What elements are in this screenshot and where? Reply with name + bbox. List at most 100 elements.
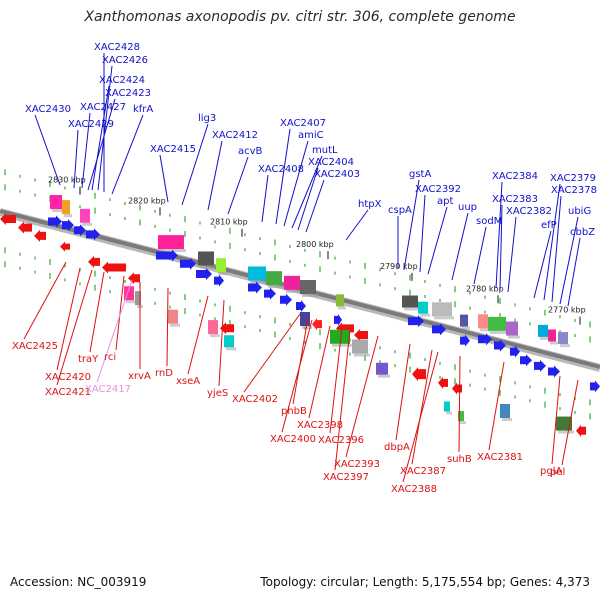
reverse-label-line bbox=[551, 375, 561, 465]
reverse-label-line bbox=[329, 327, 343, 434]
gene-block bbox=[432, 302, 454, 320]
forward-gene-label: XAC2383 bbox=[492, 194, 538, 205]
forward-gene-label: mutL bbox=[312, 145, 338, 156]
reverse-gene-arrow bbox=[88, 255, 100, 268]
gene-block bbox=[458, 411, 466, 425]
gene-block-face bbox=[208, 320, 218, 335]
reverse-gene-label: XAC2397 bbox=[323, 472, 369, 483]
forward-gene-label: XAC2403 bbox=[314, 169, 360, 180]
gene-block-shadow bbox=[558, 430, 574, 434]
reverse-gene-label: rci bbox=[104, 352, 116, 363]
gene-block bbox=[352, 339, 370, 357]
forward-label-line bbox=[87, 98, 116, 191]
reverse-label-line bbox=[292, 317, 309, 405]
forward-label-line bbox=[507, 216, 517, 293]
reverse-gene-label: XAC2398 bbox=[297, 420, 343, 431]
gene-block-shadow bbox=[560, 344, 570, 348]
reverse-label-line bbox=[395, 343, 411, 441]
forward-gene-label: apt bbox=[437, 196, 453, 207]
forward-gene-arrow bbox=[334, 313, 342, 326]
forward-gene-arrow bbox=[534, 359, 546, 372]
forward-gene-label: XAC2384 bbox=[492, 171, 538, 182]
forward-label-line bbox=[81, 112, 91, 189]
genome-title: Xanthomonas axonopodis pv. citri str. 30… bbox=[84, 9, 516, 25]
forward-label-line bbox=[181, 123, 209, 206]
reverse-label-line bbox=[334, 329, 351, 471]
accession-text: Accession: NC_003919 bbox=[10, 575, 147, 589]
forward-gene-arrow bbox=[180, 257, 196, 270]
reverse-gene-arrow bbox=[60, 241, 70, 252]
forward-gene-label: XAC2426 bbox=[102, 55, 148, 66]
forward-gene-label: XAC2412 bbox=[212, 130, 258, 141]
forward-label-line bbox=[427, 206, 448, 275]
scale-tick-label: 2830 kbp bbox=[48, 176, 86, 185]
gene-block-face bbox=[266, 271, 282, 286]
gene-block bbox=[284, 275, 302, 293]
gene-block-shadow bbox=[420, 313, 430, 317]
forward-gene-arrow bbox=[214, 274, 224, 287]
reverse-label-line bbox=[218, 299, 225, 387]
forward-label-line bbox=[73, 129, 79, 189]
gene-block-shadow bbox=[82, 222, 92, 226]
reverse-label-line bbox=[187, 295, 209, 375]
gene-block-face bbox=[224, 335, 234, 348]
reverse-label-line bbox=[308, 325, 331, 419]
forward-gene-label: lig3 bbox=[198, 113, 216, 124]
gene-block bbox=[62, 200, 72, 218]
gene-block bbox=[558, 332, 570, 348]
gene-block-face bbox=[488, 316, 506, 331]
reverse-label-line bbox=[402, 351, 439, 483]
gene-block-shadow bbox=[460, 421, 466, 425]
forward-gene-arrow bbox=[510, 345, 520, 358]
reverse-gene-label: XAC2400 bbox=[270, 434, 316, 445]
forward-gene-arrow bbox=[248, 281, 262, 294]
forward-label-line bbox=[275, 128, 291, 225]
forward-label-line bbox=[403, 179, 420, 271]
forward-gene-arrow bbox=[548, 365, 560, 378]
reverse-label-line bbox=[56, 267, 81, 371]
reverse-gene-label: XAC2388 bbox=[391, 484, 437, 495]
forward-gene-arrow bbox=[196, 267, 212, 280]
gene-block-face bbox=[538, 324, 548, 337]
forward-label-line bbox=[551, 195, 562, 303]
forward-gene-label: efP bbox=[541, 220, 557, 231]
reverse-label-line bbox=[166, 287, 169, 367]
reverse-gene-label: dbpA bbox=[384, 442, 410, 453]
gene-block-face bbox=[500, 404, 510, 418]
reverse-gene-arrow bbox=[354, 329, 368, 342]
forward-gene-arrow bbox=[520, 354, 532, 367]
forward-label-line bbox=[419, 194, 426, 273]
gene-block-face bbox=[556, 416, 572, 431]
reverse-gene-arrow bbox=[452, 382, 462, 395]
forward-gene-label: kfrA bbox=[133, 104, 153, 115]
forward-gene-label: acvB bbox=[238, 146, 263, 157]
gene-block bbox=[168, 309, 180, 327]
gene-block bbox=[300, 312, 312, 329]
forward-label-line bbox=[111, 114, 144, 195]
forward-gene-label: XAC2392 bbox=[415, 184, 461, 195]
gene-block-shadow bbox=[302, 326, 312, 329]
forward-gene-label: amiC bbox=[298, 130, 324, 141]
reverse-gene-label: xrvA bbox=[128, 371, 151, 382]
forward-gene-label: sodM bbox=[476, 216, 502, 227]
gene-block bbox=[224, 335, 236, 351]
gene-labels: XAC2430 XAC2429 XAC2427 XAC2423 XAC2424 XAC24… bbox=[12, 42, 597, 495]
reverse-gene-arrow bbox=[128, 272, 140, 285]
forward-gene-label: XAC2430 bbox=[25, 104, 71, 115]
forward-label-line bbox=[345, 209, 369, 241]
gene-block bbox=[548, 329, 558, 345]
forward-gene-label: XAC2379 bbox=[550, 173, 596, 184]
reverse-gene-arrow bbox=[34, 229, 46, 242]
gene-block-shadow bbox=[550, 341, 558, 345]
scale-tick-label: 2800 kbp bbox=[296, 240, 334, 249]
reverse-gene-label: rnD bbox=[155, 368, 173, 379]
reverse-gene-label: XAC2387 bbox=[400, 466, 446, 477]
gene-block-shadow bbox=[250, 280, 268, 284]
gene-block bbox=[216, 258, 228, 276]
gene-block bbox=[444, 401, 452, 415]
gene-block-shadow bbox=[268, 285, 284, 289]
gene-block bbox=[376, 362, 390, 378]
gene-block-shadow bbox=[378, 374, 390, 378]
gene-block-face bbox=[62, 200, 70, 215]
